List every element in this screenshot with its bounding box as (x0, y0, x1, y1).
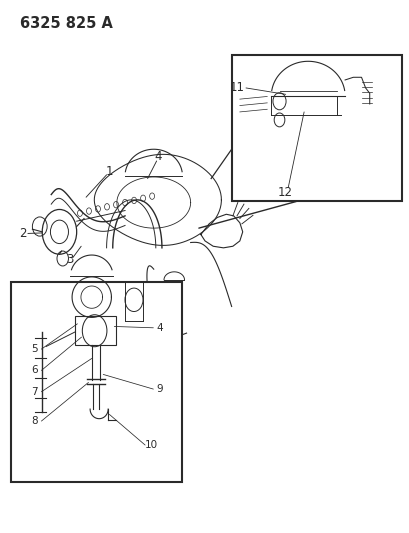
Bar (11, 282, 181, 482)
Text: 4: 4 (154, 150, 161, 163)
Text: 6325 825 A: 6325 825 A (20, 16, 112, 31)
Text: 11: 11 (229, 82, 244, 94)
Text: 2: 2 (19, 227, 26, 240)
Text: 3: 3 (66, 253, 73, 265)
Text: 9: 9 (156, 384, 163, 394)
Text: 1: 1 (106, 165, 113, 178)
Text: 12: 12 (277, 187, 292, 199)
Text: 6: 6 (31, 366, 38, 375)
Bar (231, 55, 401, 201)
Text: 8: 8 (31, 416, 38, 426)
Text: 4: 4 (156, 323, 163, 333)
Text: 10: 10 (145, 440, 158, 450)
Text: 7: 7 (31, 387, 38, 397)
Text: 5: 5 (31, 344, 38, 354)
